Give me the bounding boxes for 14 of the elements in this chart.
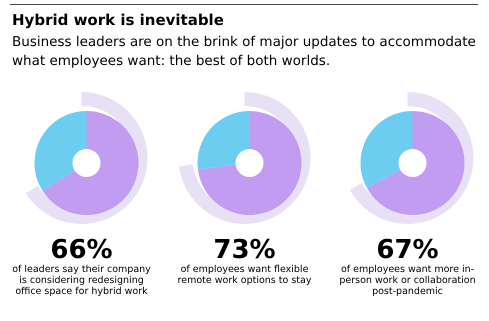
chart-title: Hybrid work is inevitable	[12, 10, 225, 30]
donut-slice	[198, 111, 250, 170]
text: of employees want flexible remote work options to stay	[176, 264, 312, 286]
data-label: 66%	[50, 235, 113, 265]
donut-slice	[360, 111, 412, 188]
donut-slice	[42, 111, 138, 215]
text: of employees want more in-person work or collaboration post-pandemic	[338, 264, 477, 297]
donut-slice	[198, 111, 302, 215]
text: Business leaders are on the brink of major updates to accommodate what employees want: the best of both worlds.	[12, 33, 477, 71]
donut-slice	[366, 111, 464, 215]
text: of leaders say their company is considering redesigning office space for hybrid work	[12, 264, 152, 297]
donut-slice	[34, 111, 86, 191]
data-label: 67%	[376, 235, 439, 265]
data-label: 73%	[213, 235, 276, 265]
